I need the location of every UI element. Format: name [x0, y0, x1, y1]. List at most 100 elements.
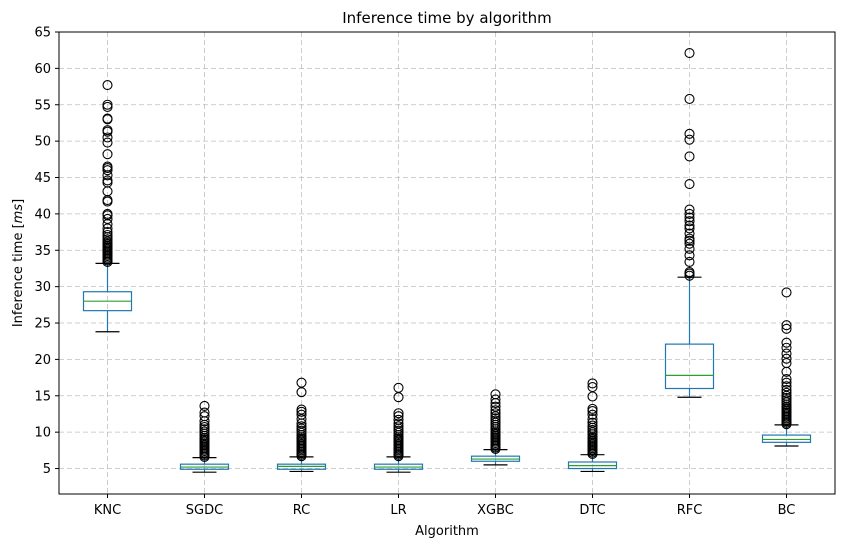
outlier-point [102, 175, 113, 186]
outlier-point [684, 250, 695, 261]
plot-area [82, 48, 812, 473]
box-group-sgdc [179, 400, 230, 473]
y-tick-label: 15 [34, 389, 51, 404]
outlier-point [684, 223, 695, 234]
outlier-point [781, 320, 792, 331]
box-group-rc [276, 377, 327, 473]
outlier-point [684, 151, 695, 162]
outlier-point [781, 348, 792, 359]
outlier-point [684, 238, 695, 249]
box-group-lr [373, 382, 424, 473]
outlier-point [781, 381, 792, 392]
x-tick-label: RFC [677, 503, 703, 518]
x-tick-label: RC [293, 503, 310, 518]
outlier-point [102, 132, 113, 143]
outlier-point [296, 421, 307, 432]
outlier-point [199, 400, 210, 412]
outlier-point [684, 212, 695, 223]
outlier-point [490, 401, 501, 412]
outlier-point [684, 208, 695, 219]
outlier-point [393, 382, 404, 393]
outlier-point [781, 384, 792, 396]
outlier-point [102, 213, 113, 225]
outlier-point [781, 373, 792, 385]
outlier-point [781, 323, 792, 334]
y-tick-label: 50 [34, 135, 51, 150]
outlier-point [781, 353, 792, 364]
y-tick-label: 45 [34, 171, 51, 186]
outlier-point [102, 229, 113, 241]
x-tick-label: BC [778, 503, 796, 518]
outlier-point [587, 403, 598, 414]
y-axis-label-suffix: ] [11, 199, 26, 204]
y-axis-label: Inference time [ms] [11, 199, 26, 327]
outlier-point [102, 80, 113, 91]
outlier-point [490, 394, 501, 405]
outlier-point [684, 228, 695, 239]
outlier-point [684, 48, 695, 59]
x-tick-label: XGBC [477, 503, 514, 518]
outlier-point [393, 411, 404, 422]
outlier-point [684, 93, 695, 104]
outlier-point [684, 204, 695, 215]
box-group-bc [761, 287, 812, 447]
outlier-point [781, 387, 792, 398]
outlier-point [102, 208, 113, 219]
x-axis-label: Algorithm [415, 524, 479, 539]
outlier-point [684, 179, 695, 190]
outlier-point [102, 227, 113, 238]
outlier-point [684, 220, 695, 231]
outlier-point [684, 243, 695, 254]
outlier-point [587, 409, 598, 420]
x-tick-label: LR [390, 503, 406, 518]
outlier-point [296, 377, 307, 388]
y-tick-label: 20 [34, 353, 51, 368]
outlier-point [102, 137, 113, 148]
outlier-point [102, 99, 113, 110]
x-tick-label: DTC [579, 503, 605, 518]
outlier-point [393, 408, 404, 419]
outlier-point [199, 411, 210, 422]
y-tick-label: 35 [34, 244, 51, 259]
outlier-point [102, 149, 113, 160]
outlier-point [490, 408, 501, 419]
box-group-xgbc [470, 389, 521, 466]
outlier-point [587, 417, 598, 428]
box-iqr [761, 434, 812, 443]
y-tick-label: 60 [34, 62, 51, 77]
outlier-point [490, 389, 501, 400]
outlier-point [587, 414, 598, 425]
outlier-point [393, 414, 404, 425]
outlier-point [684, 267, 695, 278]
outlier-point [684, 128, 695, 139]
box-group-rfc [664, 48, 715, 398]
y-tick-label: 65 [34, 26, 51, 41]
x-tick-label: KNC [94, 503, 121, 518]
outlier-point [684, 256, 695, 267]
box-iqr [664, 343, 715, 390]
y-tick-label: 40 [34, 207, 51, 222]
chart-title: Inference time by algorithm [342, 9, 551, 27]
box-group-knc [82, 80, 133, 333]
outlier-point [781, 342, 792, 353]
outlier-point [296, 404, 307, 415]
outlier-point [102, 125, 113, 136]
y-tick-label: 5 [43, 462, 51, 477]
outlier-point [684, 233, 695, 244]
outlier-point [102, 113, 113, 124]
outlier-point [393, 418, 404, 429]
plot-frame [58, 31, 836, 495]
outlier-point [587, 420, 598, 431]
y-axis-label-prefix: Inference time [ [11, 223, 26, 327]
outlier-point [490, 405, 501, 416]
outlier-point [684, 134, 695, 145]
outlier-point [781, 377, 792, 388]
outlier-point [781, 287, 792, 298]
outlier-point [199, 407, 210, 418]
outlier-point [102, 161, 113, 172]
y-axis-label-unit: ms [11, 204, 26, 224]
y-tick-label: 10 [34, 426, 51, 441]
outlier-point [781, 337, 792, 348]
